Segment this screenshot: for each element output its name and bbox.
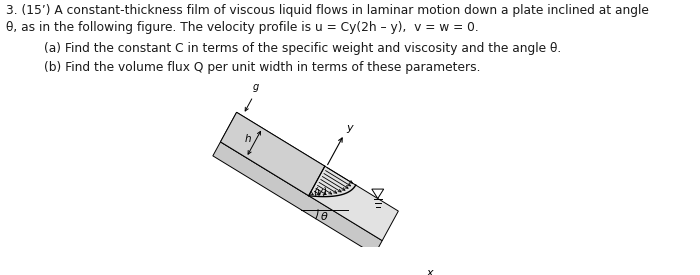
Polygon shape: [220, 112, 325, 196]
Text: 3. (15’) A constant-thickness film of viscous liquid flows in laminar motion dow: 3. (15’) A constant-thickness film of vi…: [6, 4, 649, 18]
Text: $\theta$: $\theta$: [320, 210, 328, 222]
Text: y: y: [346, 123, 354, 133]
Text: (y): (y): [314, 187, 328, 197]
Polygon shape: [213, 142, 382, 255]
Text: (a) Find the constant C in terms of the specific weight and viscosity and the an: (a) Find the constant C in terms of the …: [44, 42, 561, 55]
Text: g: g: [253, 82, 259, 92]
Polygon shape: [372, 189, 384, 199]
Text: h: h: [244, 134, 251, 144]
Text: x: x: [426, 268, 433, 275]
Text: (b) Find the volume flux Q per unit width in terms of these parameters.: (b) Find the volume flux Q per unit widt…: [44, 61, 481, 74]
Text: θ, as in the following figure. The velocity profile is u = Cy(2h – y),  v = w = : θ, as in the following figure. The veloc…: [6, 21, 479, 34]
Polygon shape: [220, 112, 398, 241]
